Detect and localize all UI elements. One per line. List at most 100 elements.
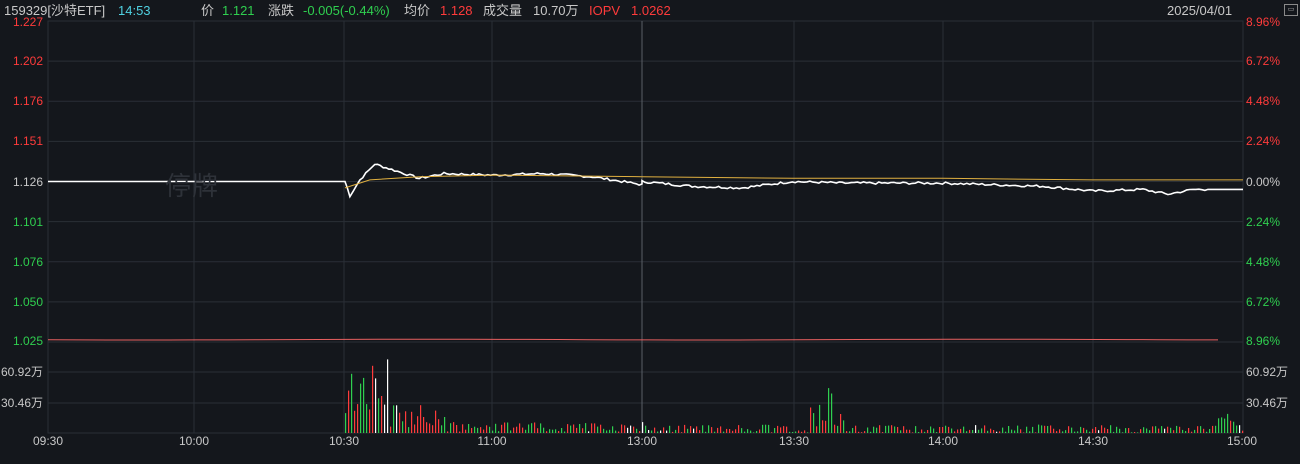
volume-bar xyxy=(924,431,926,433)
volume-tick-right: 30.46万 xyxy=(1246,396,1289,410)
volume-bar xyxy=(1032,426,1034,433)
volume-bar xyxy=(423,417,425,433)
volume-bar xyxy=(1152,426,1154,433)
volume-bar xyxy=(459,431,461,433)
volume-bar xyxy=(1137,432,1139,433)
change-value: -0.005(-0.44%) xyxy=(303,3,390,18)
volume-bar xyxy=(1200,426,1202,433)
volume-bar xyxy=(1086,429,1088,433)
volume-bar xyxy=(375,378,377,433)
price-tick-left: 1.176 xyxy=(12,94,43,109)
volume-bar xyxy=(438,419,440,433)
volume-bar xyxy=(552,429,554,433)
percent-tick-right: 2.24% xyxy=(1246,214,1281,229)
price-tick-left: 1.050 xyxy=(12,294,43,309)
volume-bar xyxy=(597,426,599,433)
iopv-label: IOPV xyxy=(589,3,621,18)
volume-bar xyxy=(993,430,995,433)
volume-bar xyxy=(1131,432,1133,433)
volume-bar xyxy=(432,425,434,433)
volume-bar xyxy=(555,429,557,433)
volume-bar xyxy=(750,430,752,433)
volume-bar xyxy=(471,428,473,433)
volume-bar xyxy=(630,425,632,433)
volume-bar xyxy=(708,425,710,433)
volume-bar xyxy=(636,428,638,433)
volume-bar xyxy=(1173,430,1175,433)
volume-bar xyxy=(861,432,863,433)
volume-bar xyxy=(357,404,359,433)
volume-bar xyxy=(657,431,659,433)
volume-bar xyxy=(882,432,884,433)
volume-bar xyxy=(531,423,533,433)
volume-bar xyxy=(372,365,374,433)
volume-bar xyxy=(621,424,623,433)
volume-bar xyxy=(786,426,788,433)
volume-bar xyxy=(366,404,368,433)
volume-bar xyxy=(720,426,722,433)
volume-bar xyxy=(756,431,758,433)
volume-bar xyxy=(1005,431,1007,433)
volume-bar xyxy=(1092,428,1094,433)
volume-bar xyxy=(615,430,617,433)
volume-bar xyxy=(1050,425,1052,433)
volume-bar xyxy=(1209,429,1211,433)
volume-bar xyxy=(1194,429,1196,433)
volume-bar xyxy=(837,425,839,433)
volume-bar xyxy=(564,431,566,433)
volume-bar xyxy=(519,423,521,433)
volume-bar xyxy=(462,424,464,433)
volume-bar xyxy=(387,359,389,433)
volume-bar xyxy=(435,410,437,433)
volume-bar xyxy=(912,432,914,433)
volume-bar xyxy=(1014,430,1016,433)
volume-bar xyxy=(576,427,578,433)
volume-bar xyxy=(975,425,977,433)
volume-bar xyxy=(891,425,893,433)
avg-value: 1.128 xyxy=(440,3,473,18)
volume-bar xyxy=(819,404,821,433)
volume-bars xyxy=(345,359,1244,433)
volume-bar xyxy=(645,425,647,433)
iopv-line xyxy=(47,338,1219,341)
volume-bar xyxy=(1035,432,1037,433)
symbol-name[interactable]: 159329[沙特ETF] xyxy=(4,3,106,18)
volume-bar xyxy=(672,431,674,433)
volume-bar xyxy=(1041,425,1043,433)
volume-bar xyxy=(828,388,830,433)
volume-bar xyxy=(591,423,593,433)
volume-bar xyxy=(966,431,968,433)
volume-bar xyxy=(1212,425,1214,433)
volume-bar xyxy=(609,429,611,433)
volume-bar xyxy=(654,427,656,433)
volume-bar xyxy=(714,431,716,433)
volume-bar xyxy=(513,427,515,433)
volume-bar xyxy=(1125,428,1127,433)
volume-bar xyxy=(1164,428,1166,433)
percent-tick-right: 8.96% xyxy=(1246,334,1281,348)
volume-bar xyxy=(702,425,704,433)
volume-tick-left: 60.92万 xyxy=(0,365,43,379)
volume-bar xyxy=(1161,426,1163,433)
volume-bar xyxy=(549,429,551,433)
volume-bar xyxy=(453,422,455,433)
volume-bar xyxy=(792,432,794,433)
volume-bar xyxy=(1017,425,1019,433)
volume-bar xyxy=(1146,428,1148,433)
volume-bar xyxy=(726,428,728,433)
volume-bar xyxy=(903,426,905,433)
volume-bar xyxy=(1071,427,1073,433)
volume-bar xyxy=(987,430,989,433)
percent-tick-right: 8.96% xyxy=(1246,15,1281,29)
volume-bar xyxy=(996,431,998,433)
volume-bar xyxy=(744,431,746,433)
volume-bar xyxy=(981,428,983,433)
window-icon[interactable]: ▭ xyxy=(1284,4,1298,16)
volume-bar xyxy=(894,426,896,433)
volume-bar xyxy=(849,431,851,433)
volume-bar xyxy=(1215,425,1217,433)
volume-bar xyxy=(627,427,629,433)
volume-bar xyxy=(1182,429,1184,433)
volume-bar xyxy=(360,383,362,433)
